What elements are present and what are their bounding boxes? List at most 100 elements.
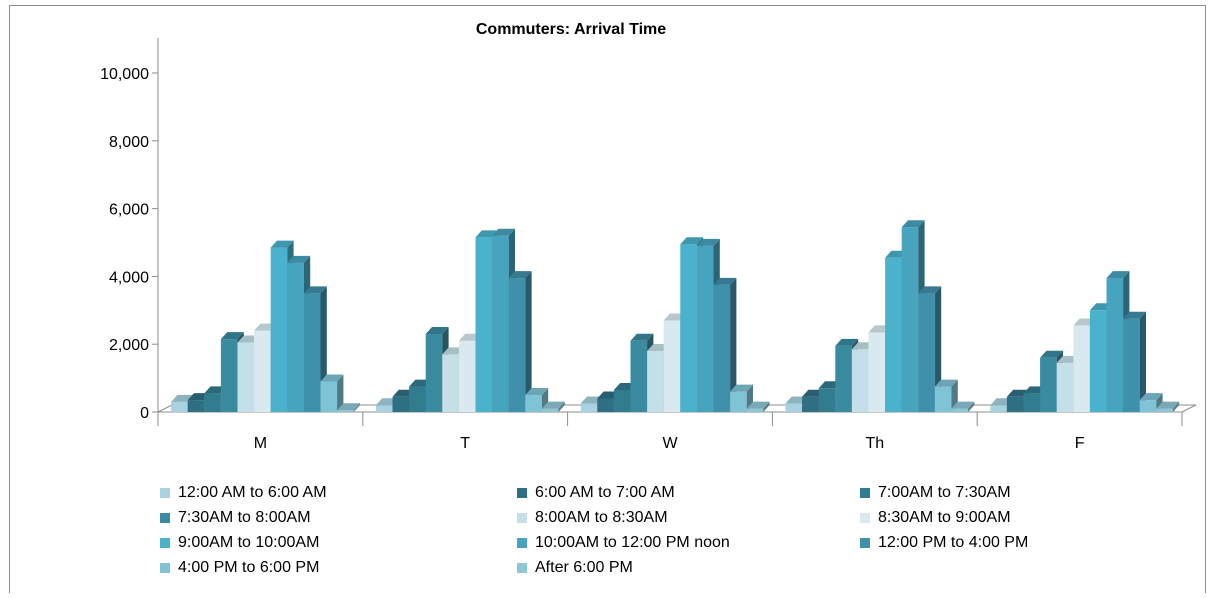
bar-front-face xyxy=(885,257,902,412)
bar-front-face xyxy=(835,345,852,412)
bar-front-face xyxy=(730,391,747,412)
legend-item: 7:30AM to 8:00AM xyxy=(160,509,311,527)
bar-front-face xyxy=(320,381,338,412)
bar-front-face xyxy=(597,398,614,412)
bar-front-face xyxy=(508,278,526,412)
bar-front-face xyxy=(254,330,271,412)
bar-side-face xyxy=(763,401,770,412)
bar-front-face xyxy=(1106,278,1124,412)
legend-swatch xyxy=(517,563,527,573)
bar-front-face xyxy=(475,237,493,412)
bar-top-face xyxy=(508,271,532,279)
x-tick-label: F xyxy=(1075,435,1085,452)
bar-front-face xyxy=(818,388,836,412)
legend-item: 12:00 AM to 6:00 AM xyxy=(160,484,327,502)
bar-top-face xyxy=(1040,350,1063,358)
bar-front-face xyxy=(1056,362,1074,412)
legend-swatch xyxy=(517,488,527,498)
bar-front-face xyxy=(918,293,935,412)
y-tick-label: 10,000 xyxy=(100,66,149,83)
bar-front-face xyxy=(442,354,459,412)
bar-front-face xyxy=(237,342,255,412)
y-tick-label: 8,000 xyxy=(109,134,149,151)
legend-label: 8:00AM to 8:30AM xyxy=(535,509,668,526)
bar-side-face xyxy=(730,277,737,412)
bar-top-face xyxy=(835,338,859,346)
legend-item: 10:00AM to 12:00 PM noon xyxy=(517,534,730,552)
bar-front-face xyxy=(187,400,205,412)
bar-front-face xyxy=(171,401,188,412)
bar-front-face xyxy=(934,386,952,412)
bar-front-face xyxy=(1156,408,1173,412)
bar-top-face xyxy=(425,327,449,335)
bar-front-face xyxy=(425,334,443,412)
bar-front-face xyxy=(990,405,1007,412)
bar-side-face xyxy=(558,401,565,412)
x-tick-label: Th xyxy=(865,435,884,452)
bar-top-face xyxy=(680,237,704,245)
bar-top-face xyxy=(630,333,654,341)
legend-label: 10:00AM to 12:00 PM noon xyxy=(535,534,730,551)
legend-swatch xyxy=(517,513,527,523)
bar-top-face xyxy=(337,403,360,411)
bar xyxy=(320,374,344,412)
bar-side-face xyxy=(337,374,344,412)
bar-front-face xyxy=(680,244,697,412)
legend-swatch xyxy=(860,488,870,498)
bar-front-face xyxy=(746,408,764,412)
y-tick-label: 0 xyxy=(140,405,149,422)
legend-label: 6:00 AM to 7:00 AM xyxy=(535,484,675,501)
bar xyxy=(713,277,737,412)
legend-label: 7:00AM to 7:30AM xyxy=(878,484,1011,501)
bar-front-face xyxy=(851,349,869,412)
bar-front-face xyxy=(951,408,969,412)
bar-front-face xyxy=(802,396,819,412)
legend-item: After 6:00 PM xyxy=(517,559,633,577)
bar xyxy=(337,403,360,412)
bar-top-face xyxy=(320,374,344,382)
bar-front-face xyxy=(525,395,542,412)
legend-label: 9:00AM to 10:00AM xyxy=(178,534,320,551)
bar-front-face xyxy=(647,350,664,412)
legend-swatch xyxy=(160,563,170,573)
bar-front-face xyxy=(287,262,304,412)
bar xyxy=(730,384,753,412)
bar-side-face xyxy=(353,403,360,412)
bar-side-face xyxy=(1139,311,1146,412)
legend-label: 4:00 PM to 6:00 PM xyxy=(178,559,320,576)
bar-front-face xyxy=(409,386,426,412)
bar-front-face xyxy=(785,403,803,412)
chart-title: Commuters: Arrival Time xyxy=(476,21,666,38)
legend-label: 12:00 AM to 6:00 AM xyxy=(178,484,327,501)
bar-top-face xyxy=(918,286,942,294)
bar-top-face xyxy=(303,286,327,294)
bar-top-face xyxy=(541,401,565,409)
legend-label: After 6:00 PM xyxy=(535,559,633,576)
legend-item: 8:30AM to 9:00AM xyxy=(860,509,1011,527)
bar-front-face xyxy=(270,247,288,412)
bar-front-face xyxy=(458,340,476,412)
bar-front-face xyxy=(580,403,598,412)
legend-item: 4:00 PM to 6:00 PM xyxy=(160,559,319,577)
y-tick-label: 6,000 xyxy=(109,202,149,219)
legend-item: 6:00 AM to 7:00 AM xyxy=(517,484,675,502)
legend-swatch xyxy=(517,538,527,548)
y-tick-label: 2,000 xyxy=(109,337,149,354)
bar xyxy=(508,271,532,412)
bar xyxy=(951,401,975,412)
bar-front-face xyxy=(613,389,631,412)
bar-front-face xyxy=(713,284,731,412)
bar-top-face xyxy=(746,401,770,409)
bar-top-face xyxy=(901,220,925,228)
bar-top-face xyxy=(713,277,737,285)
bar-front-face xyxy=(901,227,919,412)
bar-front-face xyxy=(204,393,221,412)
bar-front-face xyxy=(541,408,559,412)
legend-swatch xyxy=(860,513,870,523)
bar-front-face xyxy=(303,293,321,412)
legend-item: 7:00AM to 7:30AM xyxy=(860,484,1011,502)
legend-item: 12:00 PM to 4:00 PM xyxy=(860,534,1028,552)
bar-side-face xyxy=(1172,401,1180,412)
bar-top-face xyxy=(287,255,311,263)
bar-top-face xyxy=(492,228,515,236)
